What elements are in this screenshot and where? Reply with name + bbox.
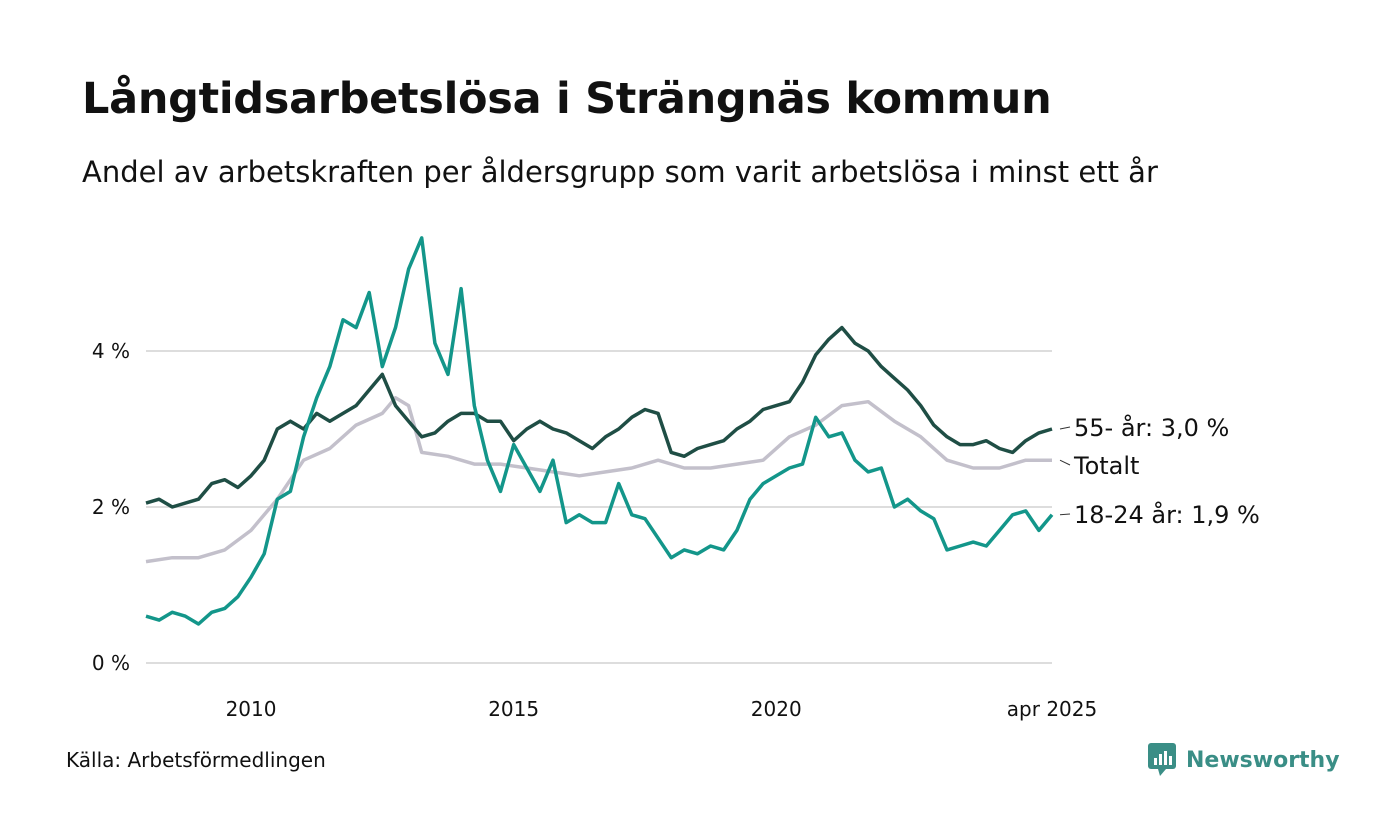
series-end-labels: 55- år: 3,0 % Totalt 18-24 år: 1,9 % <box>1059 413 1260 529</box>
brand-logo: Newsworthy <box>1148 743 1340 777</box>
grid-lines <box>146 350 1052 664</box>
y-tick-label: 4 % <box>92 339 130 363</box>
label-leader-line <box>1059 426 1071 430</box>
series-line-55 <box>145 325 1053 509</box>
y-axis-tick-labels: 0 % 2 % 4 % <box>92 339 130 675</box>
page-title: Långtidsarbetslösa i Strängnäs kommun <box>82 74 1052 124</box>
label-leader-line <box>1059 513 1071 516</box>
source-note: Källa: Arbetsförmedlingen <box>66 748 326 772</box>
label-leader-line <box>1059 459 1071 466</box>
page-subtitle: Andel av arbetskraften per åldersgrupp s… <box>82 155 1158 189</box>
series-end-label: 55- år: 3,0 % <box>1074 413 1229 442</box>
series-line-total <box>145 396 1052 564</box>
x-tick-label: apr 2025 <box>1007 697 1097 721</box>
y-tick-label: 0 % <box>92 651 130 675</box>
y-tick-label: 2 % <box>92 495 130 519</box>
x-tick-label: 2015 <box>488 697 539 721</box>
series-lines <box>145 236 1054 626</box>
newsworthy-logo-icon <box>1148 743 1176 776</box>
x-tick-label: 2020 <box>751 697 802 721</box>
series-end-label: Totalt <box>1073 452 1139 480</box>
series-end-label: 18-24 år: 1,9 % <box>1074 500 1260 529</box>
x-axis-tick-labels: 2010 2015 2020 apr 2025 <box>226 697 1098 721</box>
series-line-18-24 <box>145 236 1054 626</box>
x-tick-label: 2010 <box>226 697 277 721</box>
brand-name: Newsworthy <box>1186 747 1340 773</box>
